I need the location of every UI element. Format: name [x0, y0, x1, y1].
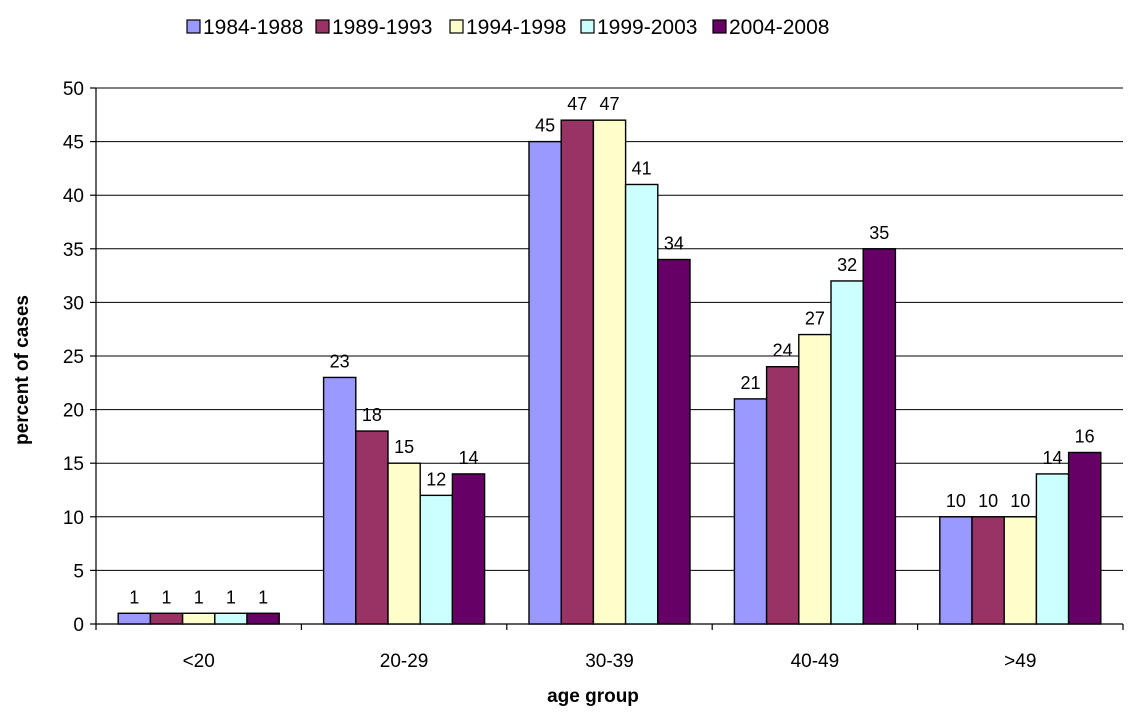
data-label: 27	[805, 309, 825, 329]
y-tick-label: 50	[63, 79, 84, 100]
bar	[528, 140, 562, 625]
legend-label: 1994-1998	[466, 16, 566, 39]
x-tick-label: 40-49	[791, 651, 840, 672]
data-label: 18	[362, 405, 382, 425]
x-tick-label: <20	[183, 651, 215, 672]
legend-item: 1994-1998	[449, 16, 566, 39]
data-label: 10	[946, 491, 966, 511]
data-label: 47	[599, 94, 619, 114]
data-label: 47	[567, 94, 587, 114]
data-label: 10	[1010, 491, 1030, 511]
y-tick-label: 25	[63, 347, 84, 368]
y-tick-label: 0	[73, 615, 84, 636]
x-axis: <20 20-29 30-39 40-49 >49	[95, 623, 1124, 672]
bar	[592, 119, 627, 625]
data-label: 1	[226, 587, 236, 607]
data-label: 41	[632, 158, 652, 178]
data-label: 1	[258, 587, 268, 607]
data-label: 34	[664, 234, 684, 254]
x-tick-label: >49	[1004, 651, 1036, 672]
data-label: 1	[129, 587, 139, 607]
legend: 1984-1988 1989-1993 1994-1998 1999-2003 2004…	[186, 16, 829, 39]
bar	[862, 248, 897, 625]
legend-swatch	[315, 19, 330, 34]
bar	[246, 612, 280, 625]
y-tick-label: 45	[63, 133, 84, 154]
legend-label: 1989-1993	[332, 16, 432, 39]
bar	[624, 183, 659, 625]
y-tick-label: 20	[63, 401, 84, 422]
bar	[419, 494, 454, 625]
bar	[765, 366, 800, 625]
data-label: 14	[458, 448, 478, 468]
bar	[322, 376, 357, 625]
y-tick-label: 30	[63, 293, 84, 314]
data-label: 14	[1042, 448, 1062, 468]
legend-swatch	[186, 19, 201, 34]
bar	[214, 612, 248, 625]
legend-swatch	[712, 19, 727, 34]
bar	[1003, 516, 1038, 625]
bar	[149, 612, 184, 625]
bar	[451, 473, 486, 625]
data-label: 10	[978, 491, 998, 511]
bar	[117, 612, 152, 625]
y-axis-title: percent of cases	[12, 295, 33, 445]
legend-swatch	[449, 19, 464, 34]
data-label: 16	[1075, 426, 1095, 446]
x-axis-title: age group	[547, 686, 639, 707]
data-label: 45	[535, 116, 555, 136]
bar	[1067, 451, 1102, 625]
data-labels: 1 1 1 1 1 23 18 15 12 14 45 47 47 41 34 21 24 27 32 35 10 10 1…	[129, 94, 1094, 607]
x-tick-label: 20-29	[380, 651, 429, 672]
y-tick-label: 10	[63, 508, 84, 529]
bar	[798, 333, 832, 625]
y-tick-label: 5	[73, 561, 84, 582]
bar	[939, 516, 973, 625]
bar	[1035, 473, 1070, 625]
legend-item: 1984-1988	[186, 16, 303, 39]
bar	[560, 119, 595, 625]
legend-item: 1999-2003	[580, 16, 697, 39]
y-tick-label: 40	[63, 186, 84, 207]
bar	[830, 280, 864, 625]
y-axis: 0 5 10 15 20 25 30 35 40 45 50	[63, 79, 97, 636]
bar	[387, 462, 421, 625]
bar	[181, 612, 216, 625]
legend-label: 1999-2003	[597, 16, 697, 39]
legend-label: 2004-2008	[729, 16, 829, 39]
legend-item: 2004-2008	[712, 16, 829, 39]
data-label: 21	[740, 373, 760, 393]
bar	[657, 258, 691, 625]
data-label: 32	[837, 255, 857, 275]
y-tick-label: 15	[63, 454, 84, 475]
data-label: 1	[194, 587, 204, 607]
bar	[355, 430, 389, 625]
data-label: 23	[330, 351, 350, 371]
bars	[117, 119, 1102, 625]
data-label: 12	[426, 469, 446, 489]
data-label: 1	[161, 587, 171, 607]
legend-swatch	[580, 19, 595, 34]
legend-item: 1989-1993	[315, 16, 432, 39]
bar	[733, 398, 768, 625]
bar	[971, 516, 1005, 625]
data-label: 35	[869, 223, 889, 243]
x-tick-label: 30-39	[585, 651, 634, 672]
data-label: 15	[394, 437, 414, 457]
data-label: 24	[773, 341, 793, 361]
legend-label: 1984-1988	[203, 16, 303, 39]
y-tick-label: 35	[63, 240, 84, 261]
